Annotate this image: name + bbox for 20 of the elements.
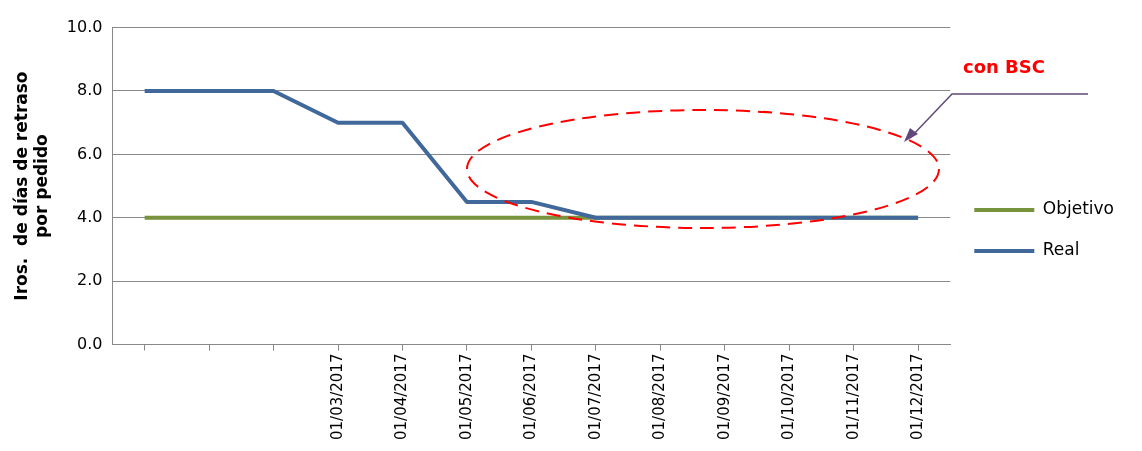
x-tick-label: 01/11/2017 bbox=[843, 353, 862, 441]
x-tick-label: 01/03/2017 bbox=[327, 353, 346, 441]
legend-label: Objetivo bbox=[1042, 198, 1115, 219]
y-axis-title: Iros. de días de retraso por pedido bbox=[10, 71, 52, 301]
legend-label: Real bbox=[1042, 239, 1080, 260]
x-tick-label: 01/06/2017 bbox=[521, 353, 540, 441]
y-tick-label: 6.0 bbox=[76, 143, 103, 163]
x-tick-label: 01/10/2017 bbox=[779, 353, 798, 441]
x-tick-label: 01/05/2017 bbox=[456, 353, 475, 441]
y-tick-label: 4.0 bbox=[76, 206, 103, 226]
x-tick-label: 01/07/2017 bbox=[585, 353, 604, 441]
x-tick-label: 01/12/2017 bbox=[907, 353, 926, 441]
x-tick-label: 01/08/2017 bbox=[650, 353, 669, 441]
text: con BSC bbox=[963, 56, 1046, 77]
x-tick-label: 01/04/2017 bbox=[392, 353, 411, 441]
y-tick-label: 2.0 bbox=[76, 270, 103, 290]
y-tick-label: 8.0 bbox=[76, 80, 103, 100]
x-tick-label: 01/09/2017 bbox=[714, 353, 733, 441]
y-tick-label: 0.0 bbox=[76, 333, 103, 353]
y-tick-label: 10.0 bbox=[66, 16, 103, 36]
